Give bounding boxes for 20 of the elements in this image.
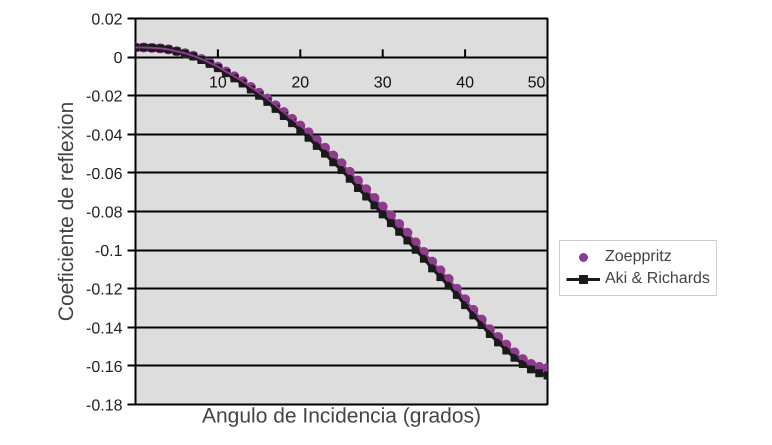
x-tick-label: 50 [528,74,546,92]
y-tick-label: -0.18 [86,398,123,414]
y-tick-label: -0.02 [86,88,123,106]
legend-label: Zoeppritz [605,248,672,266]
y-tick-label: 0 [114,50,123,68]
x-tick-label: 40 [456,74,474,92]
x-axis-title: Angulo de Incidencia (grados) [202,404,482,428]
y-tick-label: -0.14 [86,320,123,338]
y-tick-label: -0.06 [86,166,123,183]
y-axis-title: Coeficiente de reflexion [55,102,78,322]
legend-label: Aki & Richards [605,270,710,288]
y-tick-label: 0.02 [91,12,123,28]
y-tick-label: -0.04 [86,127,123,144]
y-tick-label: -0.1 [94,243,123,260]
y-tick-label: -0.16 [86,358,123,376]
y-tick-label: -0.12 [86,282,123,299]
y-tick-label: -0.08 [86,204,123,222]
x-tick-label: 30 [374,74,392,92]
x-tick-label: 20 [291,74,310,92]
x-tick-label: 10 [209,74,227,92]
